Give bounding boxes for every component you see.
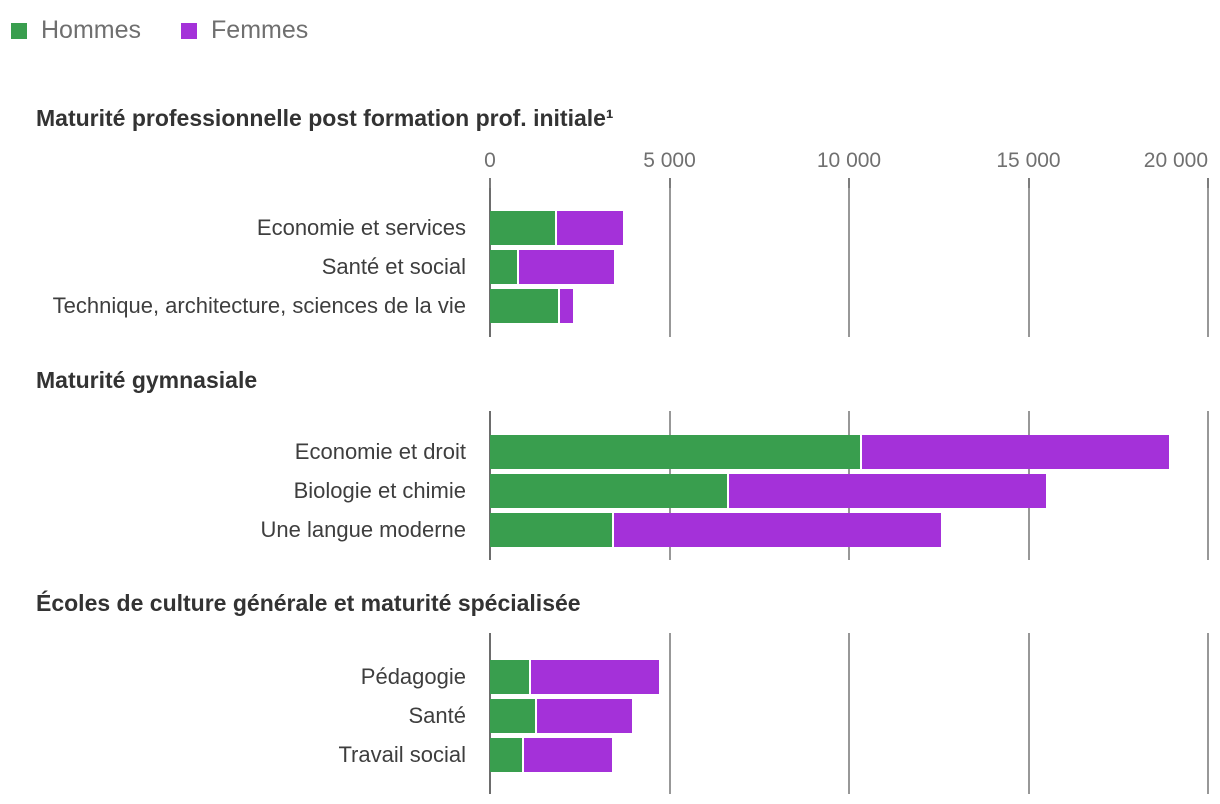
x-axis-tick-mark: [1207, 178, 1209, 189]
bar-segment-femmes: [522, 737, 613, 772]
chart-row: Economie et services: [0, 208, 1220, 247]
bar-segment-femmes: [554, 210, 623, 245]
gridline: [1027, 633, 1030, 795]
bar-segment-femmes: [534, 698, 632, 733]
chart-row: Biologie et chimie: [0, 472, 1220, 511]
chart-row: Technique, architecture, sciences de la …: [0, 286, 1220, 325]
bar-track: [490, 249, 1208, 284]
bar-rows: Pédagogie Santé Travail social: [0, 657, 1220, 774]
legend-item-femmes[interactable]: Femmes: [181, 16, 309, 45]
gridline: [848, 633, 850, 795]
x-axis-tick-label: 10 000: [816, 149, 882, 173]
chart-row: Travail social: [0, 735, 1220, 774]
x-axis-tick-mark: [489, 178, 491, 189]
bar-segment-femmes: [529, 659, 659, 694]
bar-segment-femmes: [516, 249, 614, 284]
chart-row: Pédagogie: [0, 657, 1220, 696]
category-label: Une langue moderne: [260, 517, 466, 543]
bar-track: [490, 737, 1208, 772]
gridline: [1027, 188, 1030, 338]
bar-segment-hommes: [490, 737, 523, 772]
x-axis-tick-label: 15 000: [996, 149, 1061, 173]
chart-ecoles-culture-generale: Pédagogie Santé Travail social: [0, 633, 1220, 795]
category-label: Pédagogie: [360, 663, 466, 689]
gridline: [1207, 188, 1209, 338]
x-axis-tick-label: 5 000: [643, 149, 696, 173]
x-axis-tick-mark: [668, 178, 671, 189]
gridline: [848, 188, 850, 338]
bar-rows: Economie et services Santé et social Techn…: [0, 208, 1220, 325]
bar-segment-hommes: [490, 210, 555, 245]
section-title-ecoles-culture-generale: Écoles de culture générale et maturité s…: [36, 589, 581, 616]
bar-rows: Economie et droit Biologie et chimie Une l…: [0, 433, 1220, 550]
section-title-maturite-gymnasiale: Maturité gymnasiale: [36, 367, 258, 394]
gridline: [1207, 633, 1209, 795]
chart-row: Une langue moderne: [0, 511, 1220, 550]
gridline: [668, 188, 671, 338]
femmes-color-swatch: [181, 22, 198, 39]
x-axis-tick-mark: [848, 178, 850, 189]
bar-segment-hommes: [490, 288, 559, 323]
bar-segment-femmes: [612, 513, 941, 548]
chart-row: Santé et social: [0, 247, 1220, 286]
bar-segment-hommes: [490, 698, 535, 733]
category-label: Technique, architecture, sciences de la …: [52, 292, 466, 318]
category-label: Economie et droit: [294, 439, 466, 465]
category-label: Santé: [408, 702, 467, 728]
hommes-color-swatch: [11, 22, 27, 39]
x-axis-tick-label: 0: [484, 149, 496, 173]
bar-segment-hommes: [490, 249, 517, 284]
bar-segment-hommes: [490, 435, 860, 470]
legend-item-hommes[interactable]: Hommes: [11, 16, 142, 45]
legend-label-femmes: Femmes: [211, 16, 309, 44]
bar-segment-hommes: [490, 474, 727, 509]
section-title-maturite-professionnelle: Maturité professionnelle post formation …: [36, 104, 614, 131]
legend-label-hommes: Hommes: [41, 16, 142, 44]
bar-segment-femmes: [859, 435, 1169, 470]
x-axis-tick-label: 20 000: [1143, 149, 1208, 173]
bar-track: [490, 698, 1208, 733]
gridline: [668, 633, 671, 795]
category-label: Travail social: [338, 741, 466, 767]
chart-row: Economie et droit: [0, 433, 1220, 472]
chart-legend: Hommes Femmes: [0, 0, 1220, 45]
category-label: Santé et social: [321, 253, 466, 279]
bar-track: [490, 288, 1208, 323]
bar-track: [490, 659, 1208, 694]
bar-track: [490, 210, 1208, 245]
x-axis-tick-mark: [1027, 178, 1030, 189]
category-label: Economie et services: [256, 214, 466, 240]
bar-track: [490, 435, 1208, 470]
bar-track: [490, 474, 1208, 509]
bar-segment-femmes: [558, 288, 574, 323]
bar-track: [490, 513, 1208, 548]
gridline: [1207, 410, 1209, 560]
chart-maturite-gymnasiale: Economie et droit Biologie et chimie Une l…: [0, 410, 1220, 560]
chart-row: Santé: [0, 696, 1220, 735]
bar-segment-hommes: [490, 659, 530, 694]
bar-segment-hommes: [490, 513, 613, 548]
bar-segment-femmes: [726, 474, 1047, 509]
x-axis-header: 0 5 000 10 000 15 000 20 000: [484, 148, 1209, 189]
chart-maturite-professionnelle: Economie et services Santé et social Techn…: [0, 188, 1220, 338]
category-label: Biologie et chimie: [293, 478, 466, 504]
